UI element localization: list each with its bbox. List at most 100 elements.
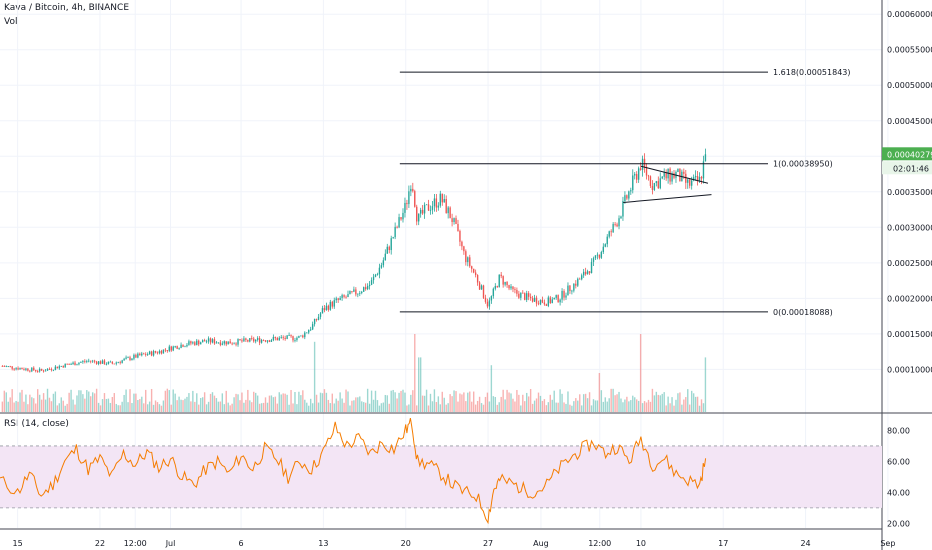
candle-body [416, 206, 418, 222]
price-tick-label: 0.00060000 [887, 10, 932, 19]
volume-bar [355, 397, 357, 412]
volume-bar [557, 402, 559, 412]
candle-body [382, 260, 385, 266]
candle-body [139, 353, 141, 356]
volume-bar [127, 402, 129, 412]
candle-body [616, 224, 618, 227]
candle-body [286, 335, 288, 339]
volume-bar [282, 393, 284, 412]
volume-bar [472, 391, 475, 412]
candle-body [421, 209, 424, 214]
candle-body [584, 271, 587, 275]
candle-body [129, 357, 131, 360]
candle-body [457, 223, 459, 231]
volume-bar [414, 334, 416, 412]
candle-body [266, 340, 269, 342]
volume-bar [119, 405, 121, 412]
volume-bar [416, 405, 418, 412]
candle-body [288, 335, 290, 336]
volume-bar [296, 404, 298, 412]
triangle-lower-line [623, 194, 712, 203]
candle-body [62, 365, 64, 368]
volume-bar [376, 400, 379, 412]
volume-bar [270, 395, 273, 412]
volume-bar [33, 398, 35, 412]
candle-body [306, 332, 308, 334]
candle-body [553, 297, 555, 300]
volume-bar [392, 389, 394, 412]
candle-body [408, 191, 410, 205]
volume-bar [404, 392, 406, 412]
volume-bar [15, 400, 17, 412]
volume-bar [219, 401, 222, 412]
candle-body [164, 349, 167, 351]
volume-bar [168, 390, 170, 412]
candle-body [504, 281, 506, 285]
volume-bar [78, 390, 80, 412]
rsi-tick-label: 40.00 [887, 488, 910, 497]
time-tick-label: 17 [718, 539, 728, 548]
candle-body [425, 204, 428, 206]
candle-body [698, 176, 701, 182]
candle-body [58, 366, 61, 369]
volume-bar [441, 391, 443, 412]
volume-bar [427, 405, 430, 412]
candle-body [685, 173, 687, 183]
candle-body [38, 368, 41, 372]
candle-body [231, 343, 233, 345]
candle-body [661, 176, 663, 179]
candle-body [614, 224, 616, 225]
candle-body [72, 362, 74, 365]
volume-bar [304, 399, 306, 412]
volume-bar [186, 396, 188, 412]
candle-body [573, 283, 575, 291]
volume-bar [463, 392, 465, 412]
volume-bar [700, 399, 703, 412]
volume-bar [529, 388, 532, 412]
candle-body [215, 342, 218, 344]
volume-bar [390, 390, 392, 412]
volume-bar [280, 394, 282, 412]
candle-body [704, 154, 707, 162]
volume-bar [29, 394, 31, 412]
volume-bar [573, 401, 575, 412]
volume-bar [671, 397, 673, 412]
volume-bar [258, 403, 261, 412]
volume-bar [93, 393, 96, 412]
candle-body [46, 368, 49, 371]
volume-bar [626, 396, 628, 412]
candle-body [290, 335, 292, 337]
candle-body [272, 336, 275, 341]
volume-bar [27, 404, 29, 412]
candle-body [86, 361, 88, 362]
candle-body [561, 290, 563, 300]
candle-body [626, 195, 628, 199]
candle-body [331, 301, 333, 307]
candle-body [90, 360, 92, 362]
current-price-label: 0.00040279 [887, 150, 932, 159]
candle-body [555, 295, 557, 298]
candle-body [366, 286, 369, 290]
volume-bar [457, 401, 459, 412]
candle-body [471, 266, 473, 269]
candle-body [111, 361, 114, 364]
volume-bar [655, 391, 658, 412]
volume-bar [64, 405, 66, 412]
candle-body [486, 301, 489, 307]
volume-bar [172, 389, 174, 412]
candle-body [643, 158, 646, 167]
candle-body [692, 177, 695, 181]
candle-body [35, 370, 37, 372]
volume-bar [209, 393, 212, 412]
candle-body [194, 342, 196, 345]
rsi-title: RSI (14, close) [4, 419, 69, 429]
candle-body [15, 368, 17, 370]
candle-body [64, 363, 66, 368]
candle-body [380, 265, 383, 268]
volume-bar [594, 400, 597, 412]
volume-bar [681, 404, 683, 412]
candle-body [469, 257, 471, 267]
candle-body [192, 342, 194, 344]
volume-bar [437, 396, 440, 412]
